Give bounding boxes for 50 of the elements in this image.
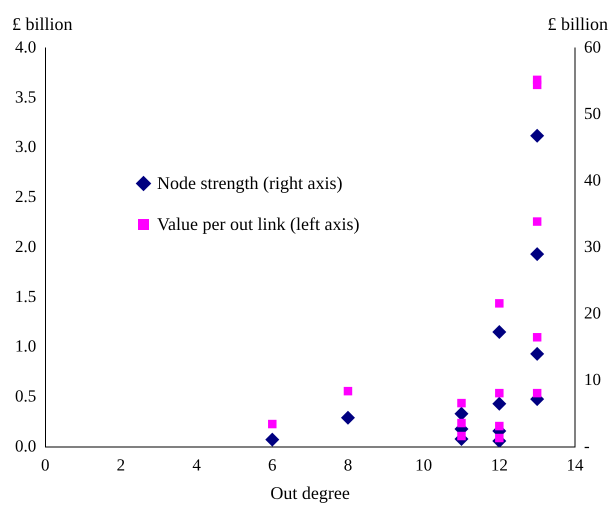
point: [532, 333, 542, 342]
point: [530, 247, 544, 262]
point: [495, 434, 504, 442]
point: [532, 80, 542, 90]
point: [532, 388, 542, 398]
point: [457, 432, 466, 440]
x-tick-label: 4: [192, 456, 202, 475]
y2-tick-label: 20: [584, 303, 601, 322]
y2-tick-label: -: [584, 436, 590, 456]
y2-axis-title: £ billion: [547, 14, 608, 35]
point: [492, 324, 506, 339]
point: [530, 346, 544, 361]
legend-label: Value per out link (left axis): [157, 214, 360, 235]
y-tick-label: 3.5: [15, 87, 36, 106]
point: [268, 420, 277, 428]
y-tick-label: 2.5: [15, 187, 36, 206]
y-axis-title: £ billion: [12, 14, 73, 35]
y-tick-label: 1.0: [15, 336, 36, 356]
y-tick-label: 3.0: [15, 137, 36, 156]
x-tick-label: 6: [268, 456, 277, 475]
point: [454, 406, 468, 421]
point: [492, 396, 506, 411]
y2-tick-label: 30: [584, 236, 601, 256]
y2-tick-label: 10: [584, 370, 601, 389]
point: [457, 418, 466, 428]
point: [495, 422, 504, 430]
x-tick-label: 8: [344, 456, 352, 475]
point: [495, 388, 504, 398]
x-tick-label: 14: [566, 456, 584, 475]
point: [530, 128, 544, 143]
point: [532, 217, 542, 226]
point: [495, 299, 504, 308]
point: [457, 398, 466, 408]
x-tick-label: 10: [415, 456, 432, 475]
y2-tick-label: 50: [584, 104, 601, 123]
y-tick-label: 1.5: [15, 286, 36, 306]
x-tick-label: 2: [116, 456, 126, 475]
y2-tick-label: 40: [584, 170, 601, 190]
x-axis-title: Out degree: [270, 482, 350, 503]
y-tick-label: 0.0: [15, 436, 36, 456]
y-tick-label: 2.0: [15, 236, 36, 256]
y-tick-label: 0.5: [15, 386, 36, 406]
x-tick-label: 12: [490, 456, 508, 475]
point: [344, 386, 352, 396]
point: [340, 410, 355, 425]
y2-tick-label: 60: [584, 37, 601, 56]
point: [265, 432, 280, 447]
x-tick-label: 0: [41, 456, 50, 475]
legend-label: Node strength (right axis): [157, 173, 342, 194]
y-tick-label: 4.0: [15, 37, 36, 56]
